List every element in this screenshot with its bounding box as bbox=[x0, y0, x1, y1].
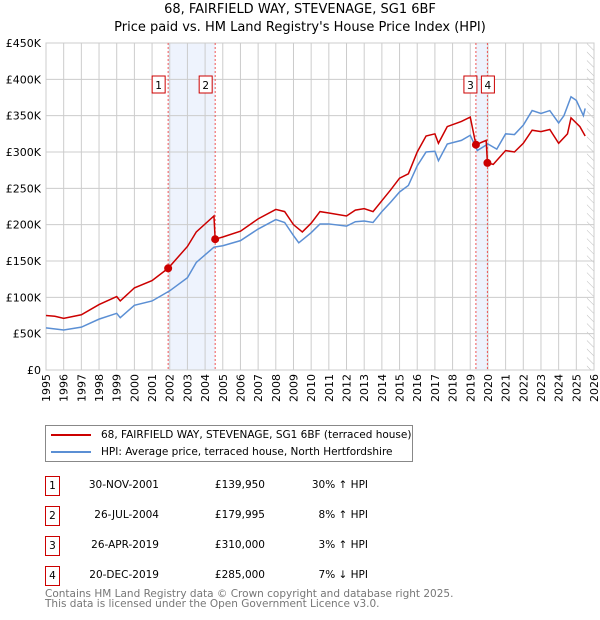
transaction-row: 3 26-APR-2019 £310,000 3% ↑ HPI bbox=[45, 536, 385, 556]
transaction-date: 30-NOV-2001 bbox=[88, 479, 159, 491]
x-tick-label: 2007 bbox=[252, 374, 265, 402]
sale-point bbox=[164, 264, 173, 273]
transaction-row: 2 26-JUL-2004 £179,995 8% ↑ HPI bbox=[45, 506, 385, 526]
x-tick-label: 2012 bbox=[341, 374, 354, 402]
footer-copyright: Contains HM Land Registry data © Crown c… bbox=[45, 588, 454, 600]
x-tick-label: 2010 bbox=[305, 374, 318, 402]
x-tick-label: 1996 bbox=[58, 374, 71, 402]
sale-point bbox=[483, 158, 492, 167]
transaction-marker-box bbox=[480, 75, 495, 94]
x-tick-label: 1995 bbox=[40, 374, 53, 402]
chart-title: 68, FAIRFIELD WAY, STEVENAGE, SG1 6BF bbox=[164, 2, 436, 17]
x-tick-label: 2026 bbox=[588, 374, 600, 402]
x-tick-label: 2006 bbox=[234, 374, 247, 402]
legend-swatch-red bbox=[51, 434, 91, 436]
y-tick-label: £450K bbox=[6, 37, 42, 50]
x-tick-label: 1999 bbox=[111, 374, 124, 402]
shaded-range bbox=[475, 43, 488, 370]
sale-point bbox=[211, 235, 220, 244]
x-tick-label: 2013 bbox=[358, 374, 371, 402]
y-tick-label: £350K bbox=[6, 110, 42, 123]
legend: 68, FAIRFIELD WAY, STEVENAGE, SG1 6BF (t… bbox=[45, 425, 413, 462]
x-tick-label: 2023 bbox=[535, 374, 548, 402]
x-tick-label: 2017 bbox=[429, 374, 442, 402]
transaction-marker-label: 2 bbox=[202, 80, 209, 92]
x-tick-label: 2003 bbox=[181, 374, 194, 402]
transaction-price: £139,950 bbox=[214, 479, 265, 491]
y-tick-label: £150K bbox=[6, 255, 42, 268]
x-tick-label: 2000 bbox=[128, 374, 141, 402]
y-tick-label: £100K bbox=[6, 291, 42, 304]
y-tick-label: £50K bbox=[13, 328, 42, 341]
x-tick-label: 2015 bbox=[394, 374, 407, 402]
transaction-price: £310,000 bbox=[214, 539, 265, 551]
transaction-row: 1 30-NOV-2001 £139,950 30% ↑ HPI bbox=[45, 476, 385, 496]
transaction-marker-label: 1 bbox=[155, 80, 162, 92]
x-tick-label: 1997 bbox=[75, 374, 88, 402]
transaction-marker-label: 4 bbox=[485, 80, 492, 92]
y-tick-label: £0 bbox=[27, 364, 41, 377]
x-tick-label: 2020 bbox=[482, 374, 495, 402]
x-tick-label: 2004 bbox=[199, 374, 212, 402]
property-price-line bbox=[45, 116, 586, 320]
transaction-date: 20-DEC-2019 bbox=[89, 569, 159, 581]
x-tick-label: 2002 bbox=[164, 374, 177, 402]
transaction-marker-label: 1 bbox=[45, 476, 60, 496]
x-tick-label: 2005 bbox=[217, 374, 230, 402]
x-tick-label: 2016 bbox=[411, 374, 424, 402]
transaction-marker-box bbox=[198, 75, 213, 94]
legend-item-hpi: HPI: Average price, terraced house, Nort… bbox=[51, 444, 393, 460]
price-chart: 1995 1996 1997 1998 1999 2000 2001 2002 2003 2004… bbox=[6, 37, 600, 402]
x-tick-label: 2018 bbox=[447, 374, 460, 402]
transaction-hpi-diff: 30% ↑ HPI bbox=[311, 479, 368, 491]
transaction-price: £285,000 bbox=[214, 569, 265, 581]
y-tick-label: £250K bbox=[6, 182, 42, 195]
transaction-marker-box bbox=[151, 75, 166, 94]
x-tick-label: 2024 bbox=[553, 374, 566, 402]
transaction-marker-label: 3 bbox=[467, 80, 474, 92]
y-tick-label: £300K bbox=[6, 146, 42, 159]
transaction-marker-label: 3 bbox=[45, 536, 60, 556]
shaded-range bbox=[168, 43, 216, 370]
x-tick-label: 2019 bbox=[464, 374, 477, 402]
footer-licence: This data is licensed under the Open Gov… bbox=[45, 598, 380, 610]
x-tick-label: 2025 bbox=[570, 374, 583, 402]
transaction-hpi-diff: 7% ↓ HPI bbox=[318, 569, 368, 581]
x-tick-label: 1998 bbox=[93, 374, 106, 402]
y-tick-label: £200K bbox=[6, 219, 42, 232]
x-tick-label: 2001 bbox=[146, 374, 159, 402]
x-tick-label: 2014 bbox=[376, 374, 389, 402]
transaction-hpi-diff: 8% ↑ HPI bbox=[318, 509, 368, 521]
x-tick-label: 2021 bbox=[500, 374, 513, 402]
transaction-marker-box bbox=[463, 75, 478, 94]
sale-point bbox=[471, 140, 480, 149]
legend-item-property: 68, FAIRFIELD WAY, STEVENAGE, SG1 6BF (t… bbox=[51, 427, 411, 443]
legend-label: 68, FAIRFIELD WAY, STEVENAGE, SG1 6BF (t… bbox=[101, 429, 412, 441]
chart-subtitle: Price paid vs. HM Land Registry's House … bbox=[114, 20, 486, 35]
x-tick-label: 2011 bbox=[323, 374, 336, 402]
transaction-row: 4 20-DEC-2019 £285,000 7% ↓ HPI bbox=[45, 566, 385, 586]
y-tick-label: £400K bbox=[6, 73, 42, 86]
legend-swatch-blue bbox=[51, 451, 91, 453]
transaction-price: £179,995 bbox=[214, 509, 265, 521]
transaction-marker-label: 4 bbox=[45, 566, 60, 586]
transaction-hpi-diff: 3% ↑ HPI bbox=[318, 539, 368, 551]
legend-label: HPI: Average price, terraced house, Nort… bbox=[101, 446, 393, 458]
transaction-marker-label: 2 bbox=[45, 506, 60, 526]
plot-frame bbox=[45, 42, 595, 371]
transaction-date: 26-JUL-2004 bbox=[94, 509, 159, 521]
x-tick-label: 2022 bbox=[517, 374, 530, 402]
x-tick-label: 2009 bbox=[287, 374, 300, 402]
forecast-hatch bbox=[586, 43, 594, 370]
hpi-line bbox=[45, 95, 586, 331]
transaction-date: 26-APR-2019 bbox=[91, 539, 159, 551]
x-tick-label: 2008 bbox=[270, 374, 283, 402]
